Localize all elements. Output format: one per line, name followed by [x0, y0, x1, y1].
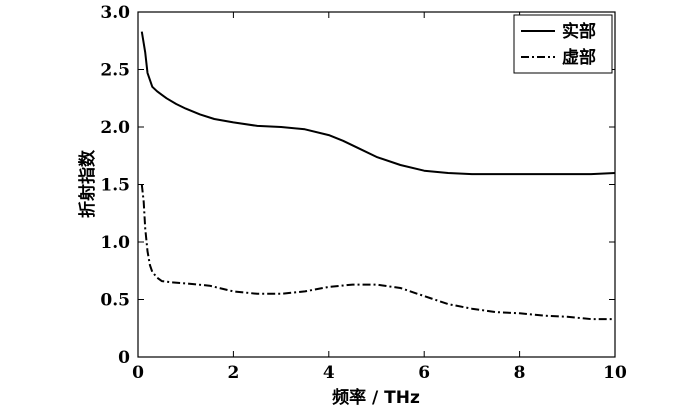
- y-axis-title: 折射指数: [77, 149, 98, 218]
- x-tick-label: 4: [323, 363, 335, 383]
- x-tick-label: 2: [227, 363, 239, 383]
- y-tick-label: 1.5: [100, 176, 130, 196]
- x-tick-label: 6: [418, 363, 430, 383]
- legend-label-imag: 虚部: [562, 47, 596, 68]
- series-group: [140, 31, 616, 321]
- legend-label-real: 实部: [562, 21, 596, 42]
- y-tick-label: 3.0: [100, 3, 130, 23]
- y-tick-label: 0.5: [100, 291, 130, 311]
- series-line-real: [140, 31, 616, 176]
- legend: 实部 虚部: [513, 14, 613, 74]
- x-tick-labels: 0 2 4 6 8 10: [132, 363, 627, 383]
- x-axis-title: 频率 / THz: [332, 387, 420, 408]
- x-tick-label: 8: [514, 363, 526, 383]
- y-tick-label: 1.0: [100, 233, 130, 253]
- y-tick-label: 0: [118, 348, 130, 368]
- legend-box: [513, 14, 613, 74]
- y-tick-label: 2.5: [100, 61, 130, 81]
- y-tick-labels: 0 0.5 1.0 1.5 2.0 2.5 3.0: [100, 3, 130, 368]
- y-tick-label: 2.0: [100, 118, 130, 138]
- x-tick-label: 0: [132, 363, 144, 383]
- plot-area: [137, 11, 616, 358]
- x-tick-label: 10: [603, 363, 627, 383]
- series-line-imag: [140, 184, 615, 321]
